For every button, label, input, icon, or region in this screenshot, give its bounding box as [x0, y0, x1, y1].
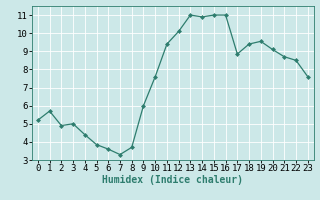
X-axis label: Humidex (Indice chaleur): Humidex (Indice chaleur): [102, 175, 243, 185]
